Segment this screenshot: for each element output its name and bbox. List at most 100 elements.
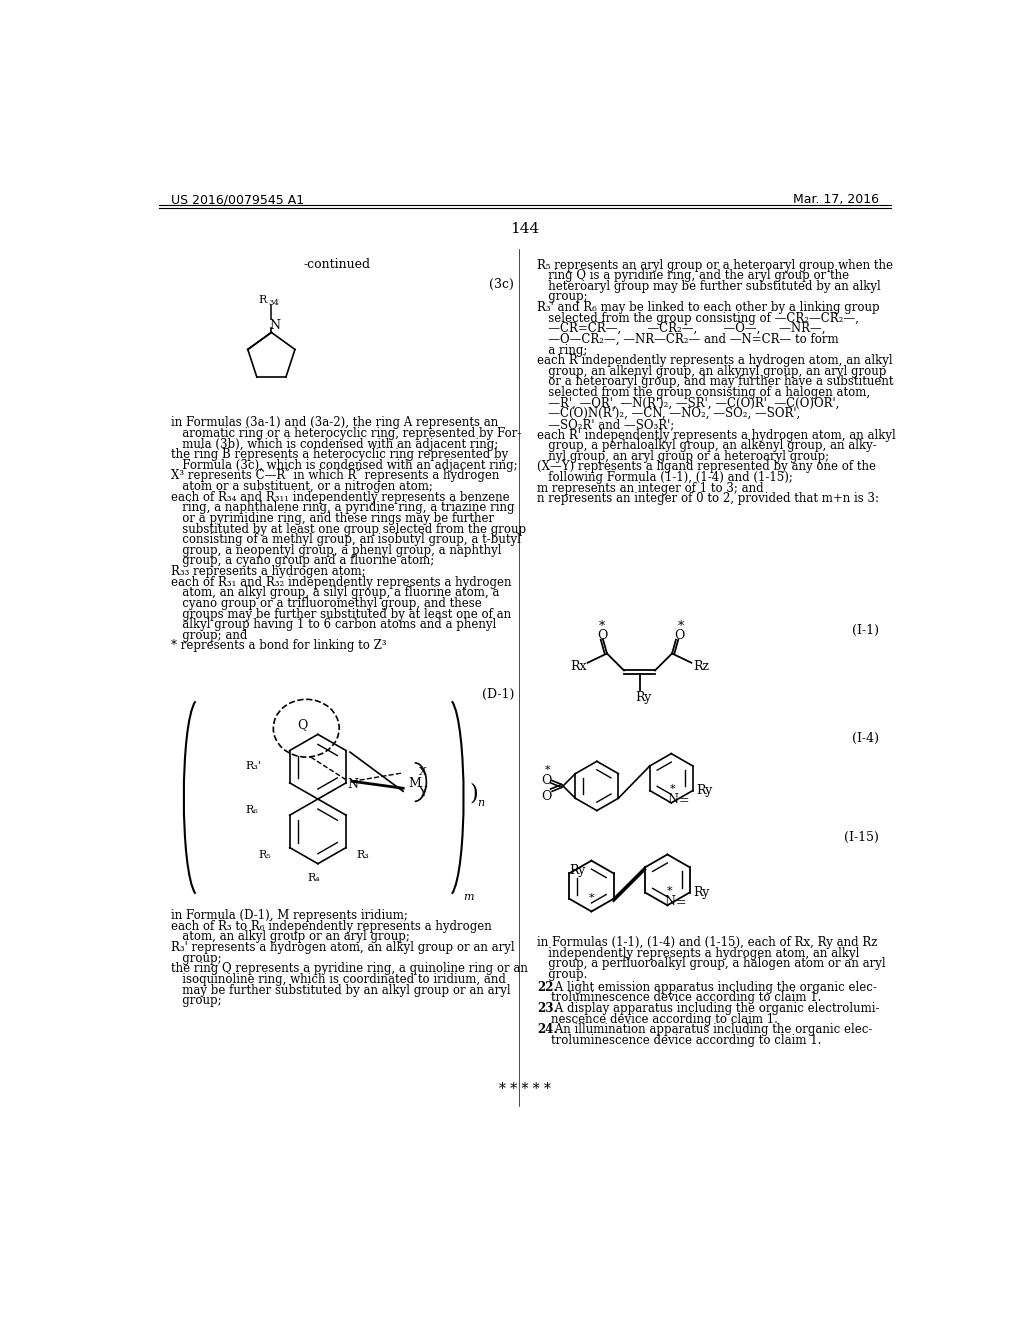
- Text: group, a cyano group and a fluorine atom;: group, a cyano group and a fluorine atom…: [171, 554, 434, 568]
- Text: 144: 144: [510, 222, 540, 235]
- Text: *: *: [667, 886, 672, 896]
- Text: atom, an alkyl group, a silyl group, a fluorine atom, a: atom, an alkyl group, a silyl group, a f…: [171, 586, 499, 599]
- Text: =: =: [679, 793, 689, 807]
- Text: each of R₃₁ and R₃₂ independently represents a hydrogen: each of R₃₁ and R₃₂ independently repres…: [171, 576, 511, 589]
- Text: A display apparatus including the organic electrolumi-: A display apparatus including the organi…: [551, 1002, 880, 1015]
- Text: group;: group;: [171, 994, 221, 1007]
- Text: N: N: [269, 318, 280, 331]
- Text: ring, a naphthalene ring, a pyridine ring, a triazine ring: ring, a naphthalene ring, a pyridine rin…: [171, 502, 514, 515]
- Text: 23.: 23.: [538, 1002, 558, 1015]
- Text: following Formula (1-1), (1-4) and (1-15);: following Formula (1-1), (1-4) and (1-15…: [538, 471, 793, 484]
- Text: -continued: -continued: [304, 259, 371, 272]
- Text: —C(O)N(R')₂, —CN, —NO₂, —SO₂, —SOR',: —C(O)N(R')₂, —CN, —NO₂, —SO₂, —SOR',: [538, 408, 801, 420]
- Text: group; and: group; and: [171, 628, 247, 642]
- Text: aromatic ring or a heterocyclic ring, represented by For-: aromatic ring or a heterocyclic ring, re…: [171, 426, 521, 440]
- Text: 22.: 22.: [538, 981, 558, 994]
- Text: the ring Q represents a pyridine ring, a quinoline ring or an: the ring Q represents a pyridine ring, a…: [171, 962, 527, 975]
- Text: groups may be further substituted by at least one of an: groups may be further substituted by at …: [171, 607, 511, 620]
- Text: or a heteroaryl group, and may further have a substituent: or a heteroaryl group, and may further h…: [538, 375, 894, 388]
- Text: Ry: Ry: [569, 865, 586, 878]
- Text: X: X: [419, 767, 427, 776]
- Text: Ry: Ry: [696, 784, 713, 797]
- Text: N: N: [347, 779, 358, 791]
- Text: Rx: Rx: [570, 660, 587, 673]
- Text: Mar. 17, 2016: Mar. 17, 2016: [793, 193, 879, 206]
- Text: in Formulas (3a-1) and (3a-2), the ring A represents an: in Formulas (3a-1) and (3a-2), the ring …: [171, 416, 498, 429]
- Text: R₅ represents an aryl group or a heteroaryl group when the: R₅ represents an aryl group or a heteroa…: [538, 259, 893, 272]
- Text: R₃: R₃: [356, 850, 370, 859]
- Text: O: O: [542, 789, 552, 803]
- Text: (D-1): (D-1): [481, 688, 514, 701]
- Text: (3c): (3c): [489, 277, 514, 290]
- Text: (I-1): (I-1): [852, 624, 879, 638]
- Text: O: O: [597, 628, 607, 642]
- Text: atom, an alkyl group or an aryl group;: atom, an alkyl group or an aryl group;: [171, 931, 410, 944]
- Text: in Formula (D-1), M represents iridium;: in Formula (D-1), M represents iridium;: [171, 909, 408, 923]
- Text: ): ): [469, 781, 478, 804]
- Text: group, a perfluoroalkyl group, a halogen atom or an aryl: group, a perfluoroalkyl group, a halogen…: [538, 957, 886, 970]
- Text: R₆: R₆: [246, 805, 258, 816]
- Text: Ry: Ry: [693, 887, 710, 899]
- Text: selected from the group consisting of a halogen atom,: selected from the group consisting of a …: [538, 385, 870, 399]
- Text: each R' independently represents a hydrogen atom, an alkyl: each R' independently represents a hydro…: [538, 429, 896, 441]
- Text: in Formulas (1-1), (1-4) and (1-15), each of Rx, Ry and Rz: in Formulas (1-1), (1-4) and (1-15), eac…: [538, 936, 878, 949]
- Text: troluminescence device according to claim 1.: troluminescence device according to clai…: [551, 1034, 821, 1047]
- Text: nyl group, an aryl group or a heteroaryl group;: nyl group, an aryl group or a heteroaryl…: [538, 450, 829, 463]
- Text: group;: group;: [538, 290, 588, 304]
- Text: *: *: [670, 784, 676, 793]
- Text: may be further substituted by an alkyl group or an aryl: may be further substituted by an alkyl g…: [171, 983, 510, 997]
- Text: mula (3b), which is condensed with an adjacent ring;: mula (3b), which is condensed with an ad…: [171, 438, 498, 450]
- Text: N: N: [668, 793, 678, 807]
- Text: independently represents a hydrogen atom, an alkyl: independently represents a hydrogen atom…: [538, 946, 859, 960]
- Text: —O—CR₂—, —NR—CR₂— and —N=CR— to form: —O—CR₂—, —NR—CR₂— and —N=CR— to form: [538, 333, 839, 346]
- Text: atom or a substituent, or a nitrogen atom;: atom or a substituent, or a nitrogen ato…: [171, 480, 432, 494]
- Text: * represents a bond for linking to Z³: * represents a bond for linking to Z³: [171, 639, 386, 652]
- Text: troluminescence device according to claim 1.: troluminescence device according to clai…: [551, 991, 821, 1005]
- Text: each of R₃₄ and R₃₁₁ independently represents a benzene: each of R₃₄ and R₃₁₁ independently repre…: [171, 491, 509, 504]
- Text: *: *: [599, 619, 605, 632]
- Text: R₃': R₃': [246, 760, 262, 771]
- Text: (I-4): (I-4): [852, 733, 879, 744]
- Text: (I-15): (I-15): [844, 830, 879, 843]
- Text: m: m: [463, 892, 473, 902]
- Text: alkyl group having 1 to 6 carbon atoms and a phenyl: alkyl group having 1 to 6 carbon atoms a…: [171, 618, 496, 631]
- Text: —CR=CR—,       —CR₂—,       —O—,     —NR—,: —CR=CR—, —CR₂—, —O—, —NR—,: [538, 322, 825, 335]
- Text: O: O: [675, 628, 685, 642]
- Text: 34: 34: [268, 298, 280, 306]
- Text: US 2016/0079545 A1: US 2016/0079545 A1: [171, 193, 304, 206]
- Text: group, a neopentyl group, a phenyl group, a naphthyl: group, a neopentyl group, a phenyl group…: [171, 544, 501, 557]
- Text: —R', —OR', —N(R')₂, —SR', —C(O)R', —C(O)OR',: —R', —OR', —N(R')₂, —SR', —C(O)R', —C(O)…: [538, 396, 840, 409]
- Text: *: *: [545, 766, 550, 775]
- Text: n represents an integer of 0 to 2, provided that m+n is 3:: n represents an integer of 0 to 2, provi…: [538, 492, 880, 506]
- Text: N: N: [665, 895, 675, 908]
- Text: M: M: [409, 777, 422, 791]
- Text: A light emission apparatus including the organic elec-: A light emission apparatus including the…: [551, 981, 877, 994]
- Text: Q: Q: [297, 718, 307, 731]
- Text: cyano group or a trifluoromethyl group, and these: cyano group or a trifluoromethyl group, …: [171, 597, 481, 610]
- Text: m represents an integer of 1 to 3; and: m represents an integer of 1 to 3; and: [538, 482, 764, 495]
- Text: isoquinoline ring, which is coordinated to iridium, and: isoquinoline ring, which is coordinated …: [171, 973, 506, 986]
- Text: a ring;: a ring;: [538, 343, 588, 356]
- Text: R₅: R₅: [258, 850, 270, 859]
- Text: Y: Y: [419, 785, 427, 799]
- Text: substituted by at least one group selected from the group: substituted by at least one group select…: [171, 523, 525, 536]
- Text: Rz: Rz: [693, 660, 709, 673]
- Text: group, an alkenyl group, an alkynyl group, an aryl group: group, an alkenyl group, an alkynyl grou…: [538, 364, 887, 378]
- Text: O: O: [542, 775, 552, 788]
- Text: X³ represents C—R″ in which R″ represents a hydrogen: X³ represents C—R″ in which R″ represent…: [171, 470, 499, 483]
- Text: —SO₂R' and —SO₃R';: —SO₂R' and —SO₃R';: [538, 418, 675, 430]
- Text: group;: group;: [171, 952, 221, 965]
- Text: the ring B represents a heterocyclic ring represented by: the ring B represents a heterocyclic rin…: [171, 449, 508, 461]
- Text: group.: group.: [538, 968, 588, 981]
- Text: group, a perhaloalkyl group, an alkenyl group, an alky-: group, a perhaloalkyl group, an alkenyl …: [538, 440, 877, 453]
- Text: R₃' represents a hydrogen atom, an alkyl group or an aryl: R₃' represents a hydrogen atom, an alkyl…: [171, 941, 514, 954]
- Text: R₃' and R₆ may be linked to each other by a linking group: R₃' and R₆ may be linked to each other b…: [538, 301, 880, 314]
- Text: each R independently represents a hydrogen atom, an alkyl: each R independently represents a hydrog…: [538, 354, 893, 367]
- Text: =: =: [675, 896, 686, 909]
- Text: n: n: [477, 797, 484, 808]
- Text: Ry: Ry: [635, 692, 651, 705]
- Text: or a pyrimidine ring, and these rings may be further: or a pyrimidine ring, and these rings ma…: [171, 512, 494, 525]
- Text: heteroaryl group may be further substituted by an alkyl: heteroaryl group may be further substitu…: [538, 280, 881, 293]
- Text: R₃₃ represents a hydrogen atom;: R₃₃ represents a hydrogen atom;: [171, 565, 366, 578]
- Text: R: R: [258, 296, 266, 305]
